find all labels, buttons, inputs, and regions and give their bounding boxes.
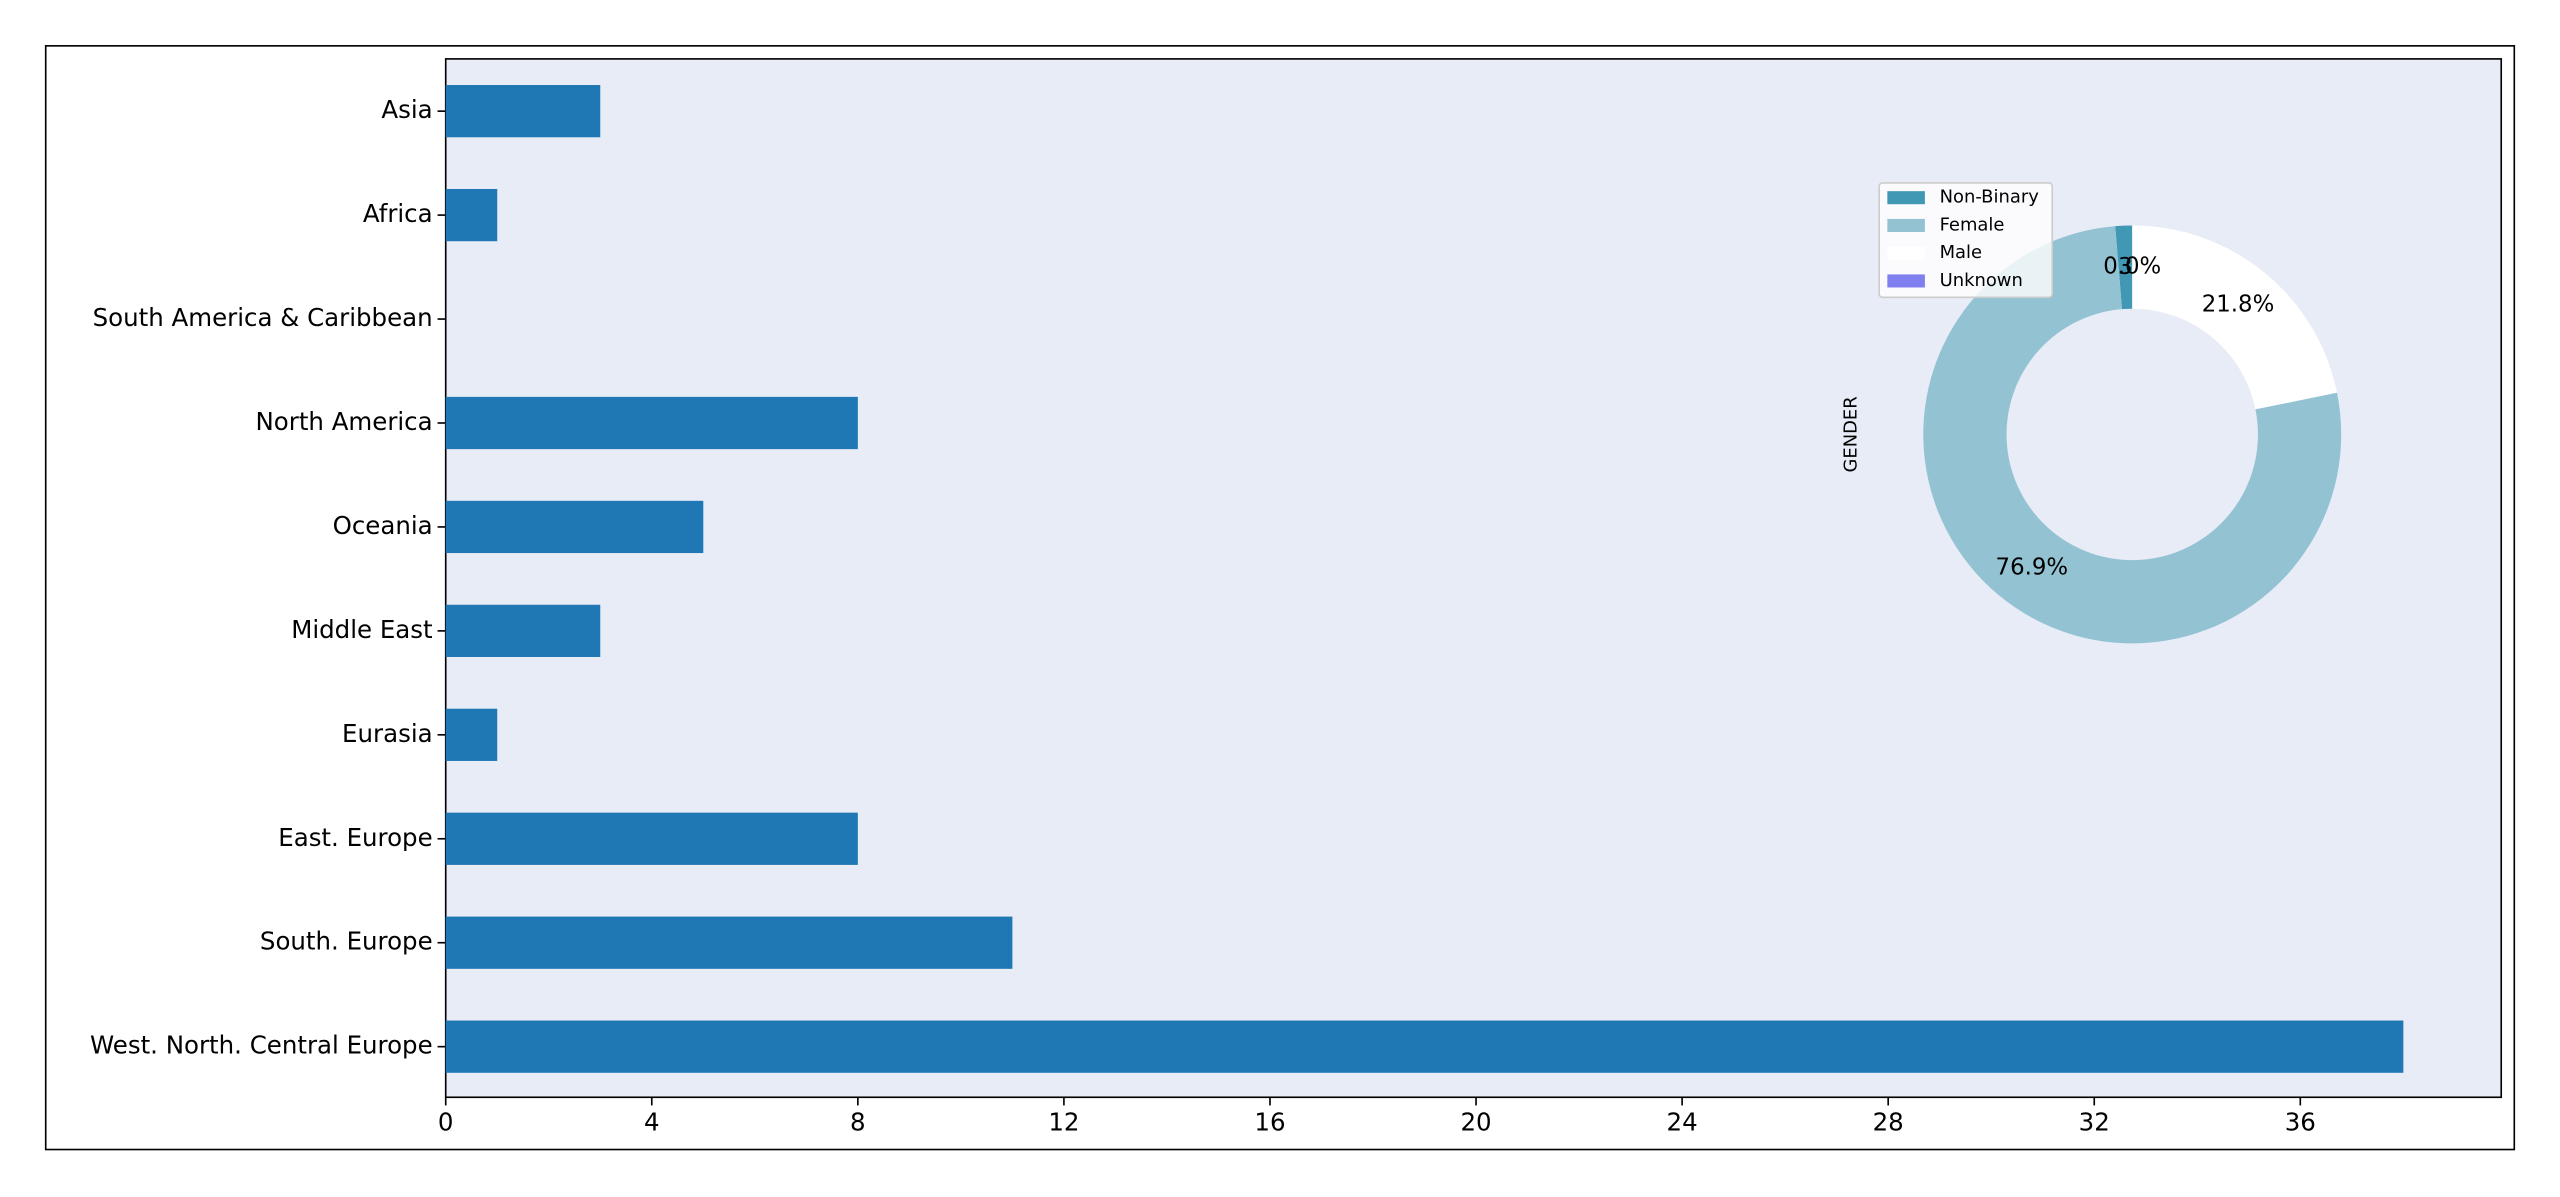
bar bbox=[445, 708, 498, 761]
x-tick-label: 32 bbox=[2079, 1107, 2110, 1136]
y-tick-label: East. Europe bbox=[278, 823, 432, 852]
legend-swatch bbox=[1887, 246, 1925, 260]
x-tick-label: 0 bbox=[438, 1107, 454, 1136]
x-tick-label: 4 bbox=[644, 1107, 660, 1136]
y-tick-label: North America bbox=[255, 407, 432, 436]
x-tick-label: 36 bbox=[2285, 1107, 2316, 1136]
legend-label: Male bbox=[1940, 242, 1983, 263]
x-tick-label: 28 bbox=[1873, 1107, 1904, 1136]
x-tick-label: 12 bbox=[1048, 1107, 1079, 1136]
y-tick-label: Eurasia bbox=[342, 719, 433, 748]
y-tick-label: West. North. Central Europe bbox=[90, 1031, 433, 1060]
x-tick-label: 16 bbox=[1254, 1107, 1285, 1136]
legend-label: Female bbox=[1940, 214, 2005, 235]
bar bbox=[445, 604, 601, 658]
legend-label: Non-Binary bbox=[1940, 187, 2040, 208]
bar bbox=[445, 188, 498, 242]
bar bbox=[445, 916, 1013, 969]
slice-label: 21.8% bbox=[2202, 291, 2275, 317]
slice-label: 76.9% bbox=[1996, 555, 2069, 581]
legend-swatch bbox=[1887, 191, 1925, 205]
donut-slice bbox=[2115, 225, 2133, 310]
bar bbox=[445, 812, 858, 865]
slice-label: 0.0% bbox=[2103, 254, 2161, 280]
y-tick-label: Asia bbox=[381, 95, 432, 124]
bar bbox=[445, 85, 601, 138]
donut-slice bbox=[1923, 226, 2342, 644]
x-tick-label: 20 bbox=[1460, 1107, 1491, 1136]
legend-label: Unknown bbox=[1940, 270, 2023, 291]
y-tick-label: Oceania bbox=[333, 511, 433, 540]
bar bbox=[445, 1020, 2404, 1073]
x-tick-label: 8 bbox=[850, 1107, 866, 1136]
donut-slice bbox=[2132, 225, 2338, 410]
y-tick-label: Africa bbox=[363, 199, 433, 228]
x-tick-label: 24 bbox=[1667, 1107, 1698, 1136]
bar bbox=[445, 500, 704, 554]
y-tick-label: South. Europe bbox=[260, 927, 433, 956]
marks: 0 4 8 12 16 20 24 28 32 36 Asia Africa South America… bbox=[90, 85, 2404, 1136]
bar bbox=[445, 396, 858, 450]
y-axis-label: GENDER bbox=[1840, 396, 1861, 472]
y-tick-label: Middle East bbox=[291, 615, 433, 644]
y-tick-label: South America & Caribbean bbox=[93, 303, 433, 332]
legend-frame bbox=[1878, 182, 2054, 299]
legend-swatch bbox=[1887, 274, 1925, 288]
legend-swatch bbox=[1887, 218, 1925, 232]
